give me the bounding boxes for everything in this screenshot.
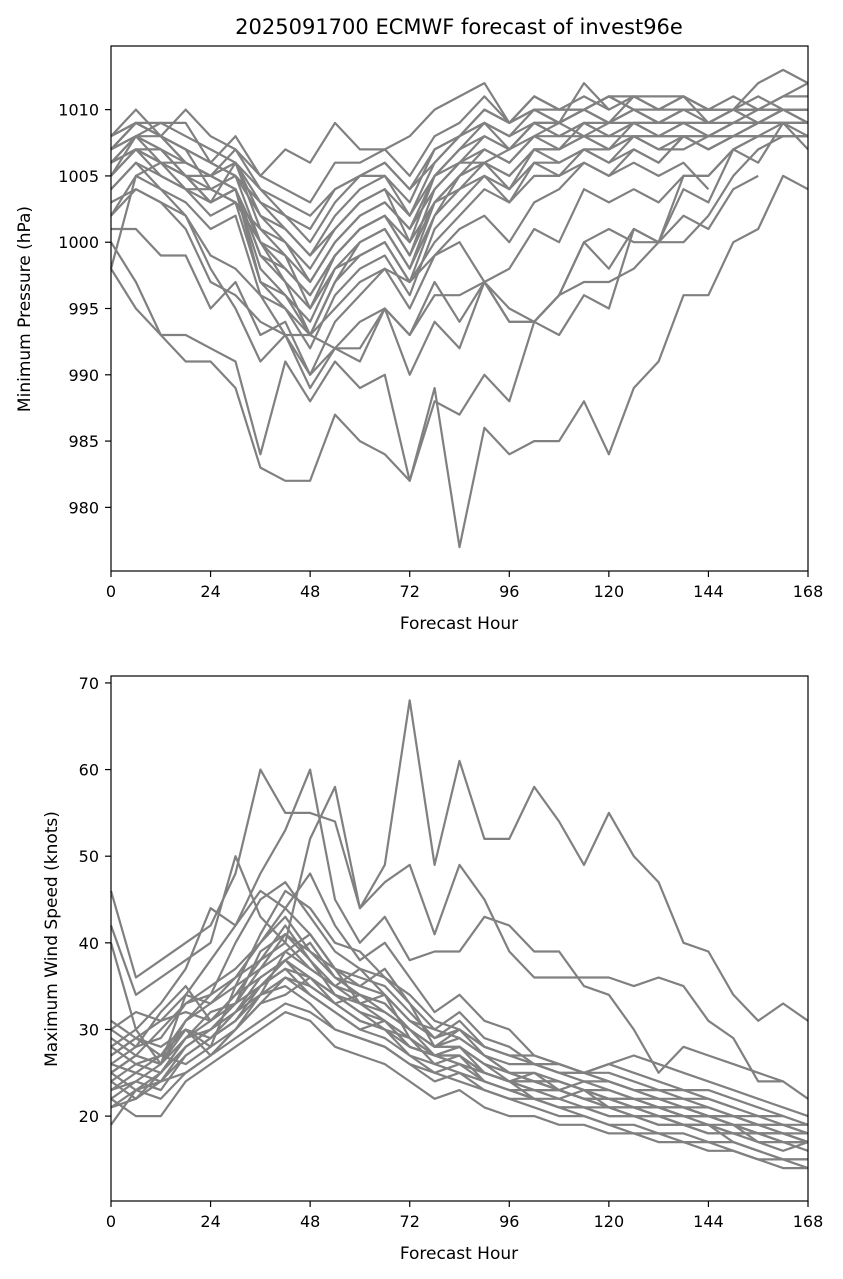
pressure-y-tick-label: 995 [68,300,99,319]
pressure-x-axis: 0 24 48 72 96 120 144 168 [106,571,823,601]
pressure-x-tick-label: 24 [200,582,220,601]
wind-axes-frame [110,675,809,1202]
pressure-y-tick-label: 1005 [58,167,99,186]
pressure-y-tick-label: 980 [68,498,99,517]
pressure-series-group [109,68,809,549]
pressure-series-line [110,121,808,257]
wind-series-line [110,1010,808,1170]
wind-series-line [109,699,809,1022]
wind-series-line [110,933,734,1109]
wind-x-tick-label: 144 [693,1212,724,1231]
figure-title: 2025091700 ECMWF forecast of invest96e [235,15,683,39]
pressure-y-label: Minimum Pressure (hPa) [15,206,35,412]
wind-x-tick-label: 96 [499,1212,519,1231]
wind-series-group [109,699,809,1170]
wind-y-tick-label: 50 [79,847,99,866]
pressure-x-tick-label: 72 [400,582,420,601]
wind-x-tick-label: 24 [200,1212,220,1231]
pressure-series-line [110,81,610,177]
pressure-y-tick-label: 1000 [58,233,99,252]
wind-series-line [110,959,809,1135]
pressure-x-tick-label: 144 [693,582,724,601]
wind-x-tick-label: 48 [300,1212,320,1231]
pressure-y-tick-label: 1010 [58,101,99,120]
wind-x-tick-label: 72 [400,1212,420,1231]
pressure-x-label: Forecast Hour [400,614,518,634]
pressure-x-tick-label: 0 [106,582,116,601]
pressure-series-line [110,174,809,549]
wind-panel: 0 24 48 72 96 120 144 168 20 30 40 50 60 70 Forecast… [42,674,823,1264]
pressure-x-tick-label: 120 [594,582,625,601]
wind-x-label: Forecast Hour [400,1244,518,1264]
pressure-x-tick-label: 48 [300,582,320,601]
wind-y-tick-label: 30 [79,1020,99,1039]
wind-y-tick-label: 70 [79,674,99,693]
pressure-series-line [110,135,808,310]
wind-y-tick-label: 40 [79,934,99,953]
pressure-series-line [110,135,808,390]
wind-series-line [109,768,809,1100]
wind-series-line [109,785,784,1083]
pressure-y-axis: 980 985 990 995 1000 1005 1010 [58,101,111,517]
wind-x-axis: 0 24 48 72 96 120 144 168 [106,1201,823,1231]
wind-series-line [110,1002,809,1152]
wind-x-tick-label: 0 [106,1212,116,1231]
wind-y-tick-label: 20 [79,1107,99,1126]
pressure-panel: 0 24 48 72 96 120 144 168 980 985 990 995 1000 1005 1… [15,45,823,634]
pressure-series-line [110,121,809,482]
pressure-series-line [110,108,808,217]
wind-x-tick-label: 120 [594,1212,625,1231]
wind-series-line [110,976,809,1144]
pressure-series-line [110,108,808,297]
pressure-y-tick-label: 990 [68,366,99,385]
wind-x-tick-label: 168 [793,1212,824,1231]
wind-y-tick-label: 60 [79,761,99,780]
wind-y-label: Maximum Wind Speed (knots) [42,811,62,1067]
wind-y-axis: 20 30 40 50 60 70 [79,674,111,1126]
wind-series-line [110,907,809,1118]
pressure-x-tick-label: 96 [499,582,519,601]
pressure-x-tick-label: 168 [793,582,824,601]
wind-series-line [110,976,809,1144]
pressure-y-tick-label: 985 [68,432,99,451]
wind-series-line [110,881,809,1126]
pressure-series-line [110,174,759,376]
